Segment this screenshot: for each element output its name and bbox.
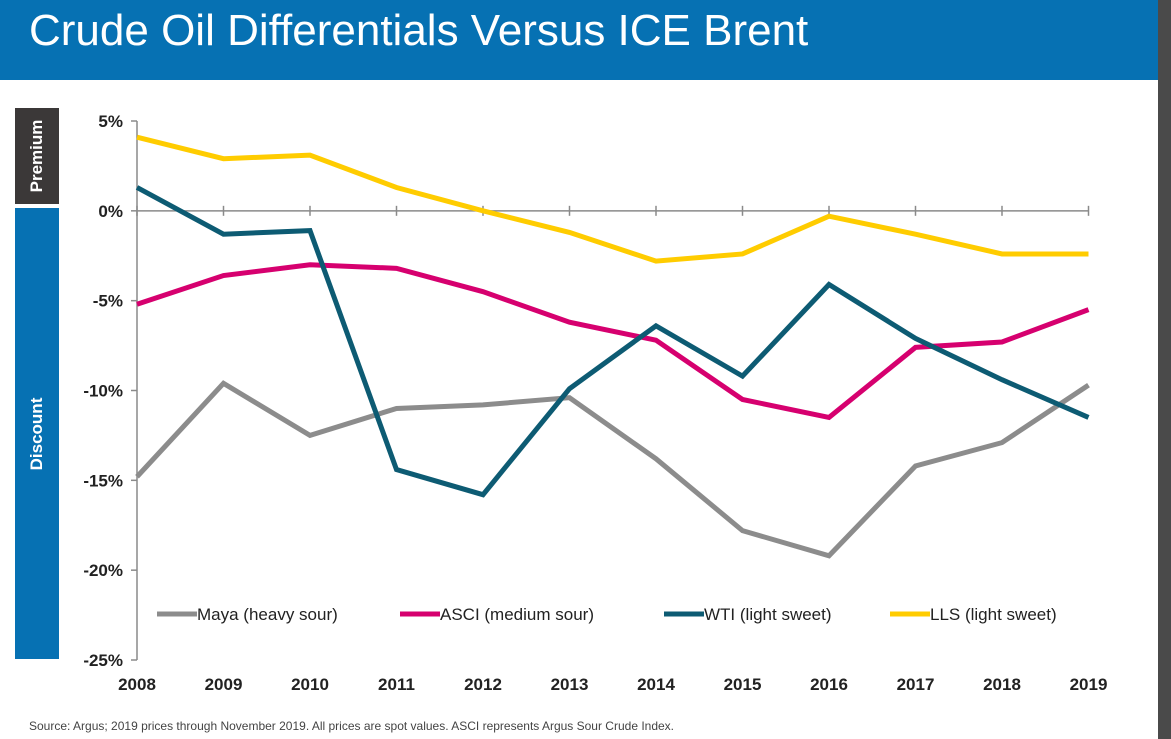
y-tick-label: -5% xyxy=(93,292,123,311)
x-tick-label: 2016 xyxy=(810,675,848,694)
discount-band: Discount xyxy=(15,208,59,659)
x-tick-label: 2008 xyxy=(118,675,156,694)
x-tick-label: 2019 xyxy=(1070,675,1108,694)
legend-label: ASCI (medium sour) xyxy=(440,605,594,624)
y-tick-label: 0% xyxy=(98,202,123,221)
window-edge xyxy=(1158,0,1171,739)
series-line-2 xyxy=(136,262,1090,421)
series-line-1 xyxy=(135,380,1090,559)
x-tick-label: 2018 xyxy=(983,675,1021,694)
series-line-3 xyxy=(135,185,1090,498)
x-tick-label: 2012 xyxy=(464,675,502,694)
premium-band: Premium xyxy=(15,108,59,204)
legend-label: Maya (heavy sour) xyxy=(197,605,338,624)
series-line-4 xyxy=(136,134,1089,264)
x-tick-label: 2009 xyxy=(205,675,243,694)
y-tick-label: -20% xyxy=(83,561,123,580)
x-tick-label: 2013 xyxy=(551,675,589,694)
y-tick-label: -15% xyxy=(83,471,123,490)
x-tick-label: 2010 xyxy=(291,675,329,694)
legend-label: WTI (light sweet) xyxy=(704,605,832,624)
x-tick-label: 2014 xyxy=(637,675,675,694)
y-tick-label: -10% xyxy=(83,382,123,401)
page-title: Crude Oil Differentials Versus ICE Brent xyxy=(29,6,809,55)
x-tick-label: 2011 xyxy=(378,675,415,694)
x-tick-label: 2015 xyxy=(724,675,762,694)
legend-label: LLS (light sweet) xyxy=(930,605,1057,624)
y-tick-label: -25% xyxy=(83,651,123,670)
source-note: Source: Argus; 2019 prices through Novem… xyxy=(29,719,675,733)
line-chart: 5% 0% -5% -10% -15% -20% -25% 2008 2009 2010 2011 2… xyxy=(83,112,1108,694)
title-bar: Crude Oil Differentials Versus ICE Brent xyxy=(0,0,1158,80)
x-tick-label: 2017 xyxy=(897,675,935,694)
y-tick-label: 5% xyxy=(98,112,123,131)
